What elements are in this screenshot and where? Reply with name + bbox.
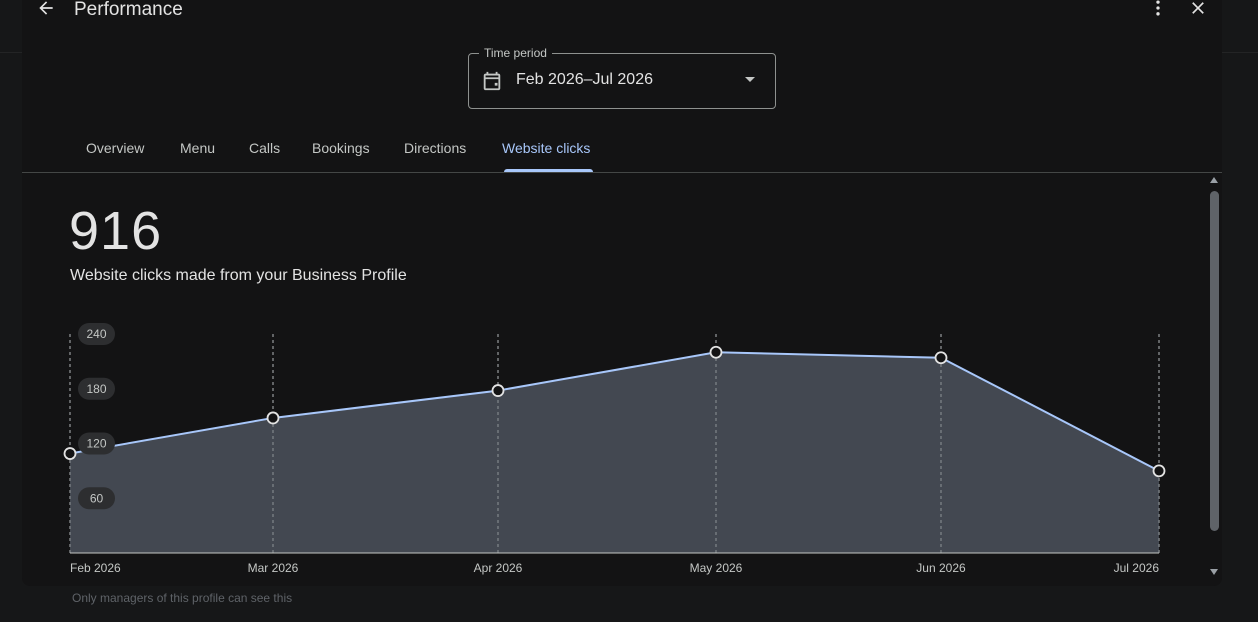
data-point-2 [491,384,505,397]
y-tick-label-3: 60 [90,491,104,505]
x-tick-label-4: Jun 2026 [916,561,966,575]
tab-website-clicks[interactable]: Website clicks [502,140,591,156]
y-tick-pill-2 [78,432,115,455]
time-period-select[interactable]: Time period Feb 2026–Jul 2026 [468,46,776,109]
x-tick-label-2: Apr 2026 [474,561,523,575]
area-fill [70,352,1159,553]
scroll-down-arrow-icon[interactable] [1210,569,1218,575]
more-vertical-icon [1156,0,1160,16]
arrow-left-icon [39,1,53,15]
y-tick-pill-1 [78,377,115,400]
y-tick-label-1: 180 [86,382,106,396]
tab-calls[interactable]: Calls [249,140,281,156]
y-tick-pill-3 [78,487,115,510]
vertical-scrollbar[interactable] [1206,174,1222,586]
data-point-4 [934,351,948,365]
caret-down-icon [745,77,755,82]
footnote: Only managers of this profile can see th… [72,591,293,605]
tab-directions[interactable]: Directions [404,140,467,156]
close-button[interactable] [1184,0,1212,22]
tab-bookings[interactable]: Bookings [312,140,370,156]
scroll-up-arrow-icon[interactable] [1210,177,1218,183]
series-line [69,351,1160,472]
y-tick-label-2: 120 [86,437,106,451]
tab-overview[interactable]: Overview [86,140,145,156]
x-tick-label-0: Feb 2026 [70,561,121,575]
y-tick-label-0: 240 [86,327,106,341]
back-button[interactable] [32,0,60,22]
close-icon [1192,2,1204,14]
scrollbar-thumb[interactable] [1210,191,1219,531]
tab-bar: Overview Menu Calls Bookings Directions … [22,133,1222,173]
y-tick-pill-0 [78,323,115,345]
more-options-button[interactable] [1144,0,1172,22]
x-tick-label-3: May 2026 [690,561,743,575]
data-point-3 [709,345,723,359]
x-tick-label-1: Mar 2026 [248,561,299,575]
calendar-icon [483,71,501,91]
data-point-5 [1152,464,1166,478]
time-period-value: Feb 2026–Jul 2026 [516,71,653,88]
performance-dialog: Performance Time period Feb 2026–Jul 202… [22,0,1222,586]
data-point-1 [266,411,280,425]
tab-menu[interactable]: Menu [180,140,216,156]
data-point-0 [63,447,77,460]
time-period-label: Time period [479,46,552,60]
active-tab-indicator [504,169,593,172]
x-tick-label-5: Jul 2026 [1114,561,1160,575]
website-clicks-chart: 240 180 120 60 Feb 2026 Mar 2026 Apr 2026 May 2… [63,323,1166,575]
metric-description: Website clicks made from your Business P… [70,267,407,284]
page-title: Performance [74,0,183,20]
dialog-header: Performance [22,0,1222,30]
total-clicks-value: 916 [69,201,163,261]
